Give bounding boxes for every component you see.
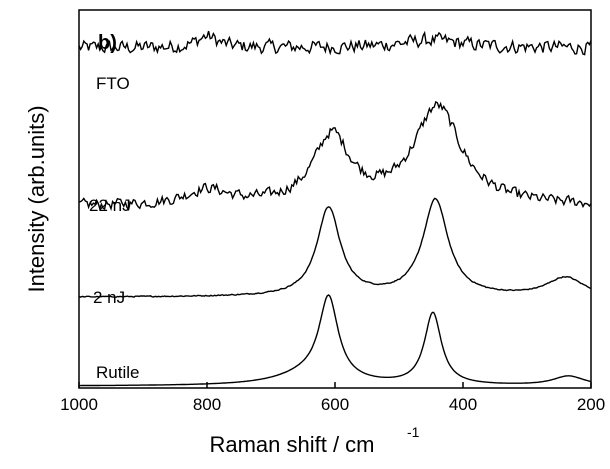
x-tick-label: 600 <box>321 395 349 414</box>
x-tick-label: 400 <box>449 395 477 414</box>
series-label: FTO <box>96 74 130 93</box>
panel-label: b) <box>98 32 117 54</box>
x-axis-title: Raman shift / cm <box>209 432 374 457</box>
spectrum-line <box>78 30 592 56</box>
spectra-group <box>78 30 592 387</box>
x-tick-label: 800 <box>193 395 221 414</box>
spectrum-line <box>79 294 592 387</box>
plot-frame <box>78 9 592 389</box>
series-label: Rutile <box>96 363 139 382</box>
y-axis-title: Intensity (arb.units) <box>24 105 49 292</box>
series-label: 2 nJ <box>93 288 125 307</box>
x-axis-ticks: 1000 800 600 400 200 <box>60 382 605 414</box>
x-tick-label: 1000 <box>60 395 98 414</box>
x-tick-label: 200 <box>577 395 605 414</box>
series-label: 22 nJ <box>89 196 131 215</box>
x-axis-title-superscript: -1 <box>407 424 420 440</box>
spectrum-line <box>78 100 592 212</box>
series-labels: FTO 22 nJ 2 nJ Rutile <box>89 74 139 382</box>
spectrum-line <box>78 197 592 298</box>
